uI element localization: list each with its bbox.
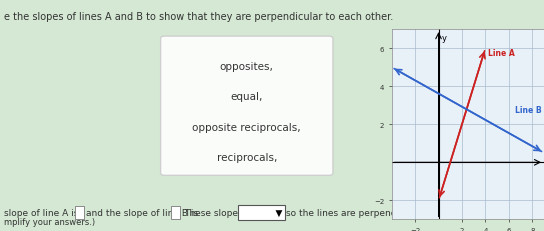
Text: mplify your answers.): mplify your answers.) xyxy=(4,217,95,226)
Text: so the lines are perpendicular.: so the lines are perpendicular. xyxy=(286,208,424,217)
Text: ▼: ▼ xyxy=(241,208,282,217)
Text: slope of line A is: slope of line A is xyxy=(4,208,78,217)
Text: and the slope of line B is: and the slope of line B is xyxy=(86,208,199,217)
Text: opposite reciprocals,: opposite reciprocals, xyxy=(193,122,301,132)
Text: opposites,: opposites, xyxy=(220,62,274,72)
Text: These slopes are: These slopes are xyxy=(184,208,260,217)
Text: Line B: Line B xyxy=(515,105,541,114)
Text: y: y xyxy=(442,34,447,43)
Text: Line A: Line A xyxy=(488,49,515,58)
Text: e the slopes of lines A and B to show that they are perpendicular to each other.: e the slopes of lines A and B to show th… xyxy=(4,12,393,21)
Text: reciprocals,: reciprocals, xyxy=(217,152,277,162)
FancyBboxPatch shape xyxy=(160,37,333,176)
Text: equal,: equal, xyxy=(231,92,263,102)
